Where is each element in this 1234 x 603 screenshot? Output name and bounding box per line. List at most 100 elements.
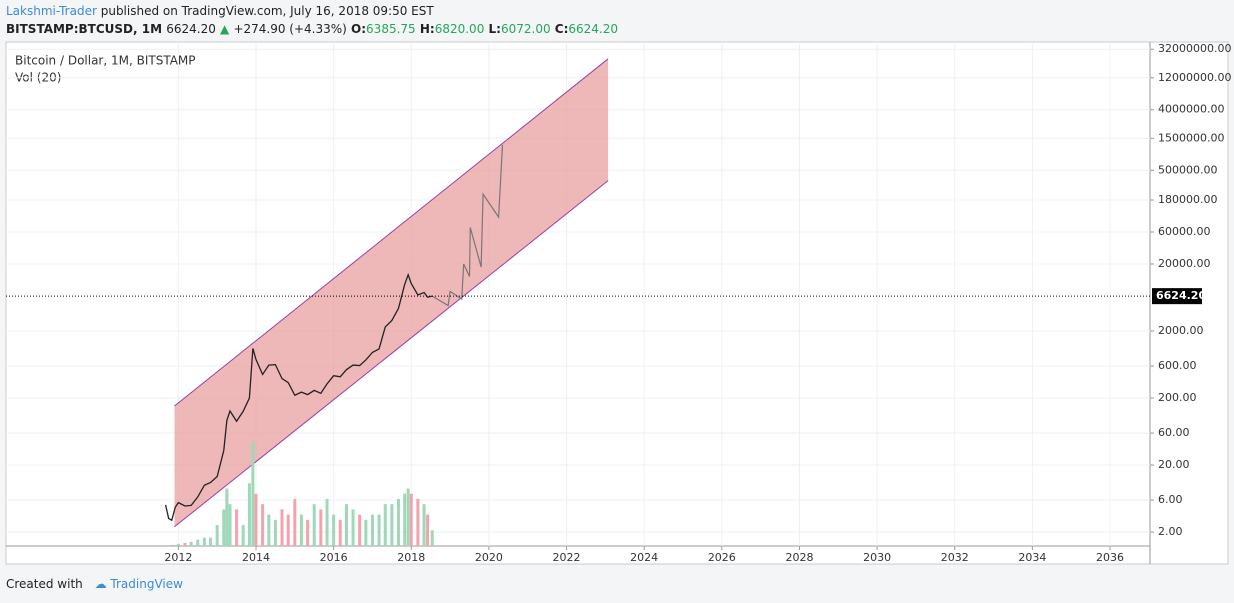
chart-title: Bitcoin / Dollar, 1M, BITSTAMP: [15, 54, 196, 68]
volume-bar: [225, 488, 229, 546]
volume-bar: [196, 539, 200, 546]
price-line: [164, 272, 433, 522]
high-label: H:: [419, 22, 435, 36]
y-tick-label: 180000.00: [1158, 193, 1218, 206]
volume-bar: [377, 514, 381, 546]
x-tick-label: 2034: [1018, 551, 1046, 564]
y-tick-label: 60000.00: [1158, 225, 1211, 238]
brand-icon: ☁: [94, 577, 107, 591]
y-tick-label: 6.00: [1158, 493, 1183, 506]
volume-bar: [209, 537, 213, 546]
volume-bar: [183, 542, 187, 546]
volume-bar: [390, 504, 394, 546]
low: 6072.00: [500, 22, 551, 36]
x-tick-label: 2018: [397, 551, 425, 564]
x-tick-label: 2022: [553, 551, 581, 564]
volume-bar: [416, 498, 420, 546]
volume-bar: [235, 509, 239, 546]
brand[interactable]: TradingView: [110, 577, 183, 591]
volume-bar: [280, 509, 284, 546]
volume-bar: [325, 498, 329, 546]
volume-bar: [228, 504, 232, 546]
close: 6624.20: [568, 22, 619, 36]
volume-bar: [176, 543, 180, 546]
change: +274.90 (+4.33%): [233, 22, 347, 36]
x-tick-label: 2024: [630, 551, 658, 564]
volume-bar: [306, 519, 310, 546]
y-tick-label: 2.00: [1158, 525, 1183, 538]
volume-bar: [396, 498, 400, 546]
x-tick-label: 2016: [320, 551, 348, 564]
x-tick-label: 2012: [164, 551, 192, 564]
volume-bar: [422, 504, 426, 546]
volume-bar: [286, 514, 290, 546]
volume-bar: [364, 519, 368, 546]
volume-bar: [273, 519, 277, 546]
published: published on TradingView.com, July 16, 2…: [100, 4, 434, 18]
volume-bar: [332, 514, 336, 546]
channel-upper: [174, 58, 609, 407]
volume-bar: [383, 504, 387, 546]
x-tick-label: 2030: [863, 551, 891, 564]
low-label: L:: [488, 22, 501, 36]
projection-line: [431, 144, 504, 307]
channel-lower: [174, 180, 609, 528]
volume-bar: [267, 514, 271, 546]
y-tick-label: 1500000.00: [1158, 131, 1224, 144]
x-tick-label: 2028: [785, 551, 813, 564]
volume-bar: [403, 493, 407, 546]
volume-bar: [189, 541, 193, 546]
last: 6624.20: [166, 22, 216, 36]
y-tick-label: 32000000.00: [1158, 42, 1231, 55]
symbol: BITSTAMP:BTCUSD, 1M: [6, 22, 163, 36]
volume-bar: [406, 488, 410, 546]
volume-bar: [241, 525, 245, 546]
x-tick-label: 2036: [1096, 551, 1124, 564]
volume-bar: [222, 509, 226, 546]
volume-bar: [299, 514, 303, 546]
created: Created with: [6, 577, 83, 591]
author[interactable]: Lakshmi-Trader: [6, 4, 97, 18]
volume-bar: [338, 519, 342, 546]
chart: Bitcoin / Dollar, 1M, BITSTAMP Vol (20) …: [5, 41, 1231, 565]
y-tick-label: 600.00: [1158, 359, 1197, 372]
volume-bar: [344, 504, 348, 546]
publish-line: Lakshmi-Trader published on TradingView.…: [6, 4, 434, 18]
open: 6385.75: [366, 22, 416, 36]
volume-bar: [351, 509, 355, 546]
open-label: O:: [351, 22, 367, 36]
footer: Created with ☁ TradingView: [6, 577, 183, 591]
volume-bar: [430, 530, 434, 546]
volume-bar: [254, 493, 258, 546]
volume-bar: [370, 514, 374, 546]
quote-line: BITSTAMP:BTCUSD, 1M 6624.20 ▲ +274.90 (+…: [6, 22, 618, 36]
high: 6820.00: [434, 22, 485, 36]
y-tick-label: 12000000.00: [1158, 71, 1231, 84]
volume-bar: [312, 504, 316, 546]
volume-bar: [215, 525, 219, 546]
last-price-box: [1152, 288, 1202, 305]
y-tick-label: 20000.00: [1158, 257, 1211, 270]
volume-bar: [319, 509, 323, 546]
volume-bar: [173, 544, 177, 546]
volume-bar: [202, 537, 206, 546]
y-tick-label: 500000.00: [1158, 163, 1218, 176]
x-tick-label: 2032: [941, 551, 969, 564]
volume-bar: [261, 504, 265, 546]
volume-bar: [247, 483, 251, 546]
y-tick-label: 200.00: [1158, 391, 1197, 404]
volume-bar: [358, 514, 362, 546]
y-tick-label: 2000.00: [1158, 324, 1204, 337]
up-arrow: ▲: [220, 22, 230, 36]
volume-bar: [426, 514, 430, 546]
volume-bar: [409, 493, 413, 546]
channel: [174, 58, 609, 527]
volume-bar: [251, 441, 255, 546]
last-price-label: 6624.20: [1156, 289, 1206, 302]
y-tick-label: 20.00: [1158, 458, 1190, 471]
volume-bar: [170, 544, 174, 546]
y-tick-label: 4000000.00: [1158, 103, 1224, 116]
y-tick-label: 60.00: [1158, 426, 1190, 439]
close-label: C:: [554, 22, 569, 36]
